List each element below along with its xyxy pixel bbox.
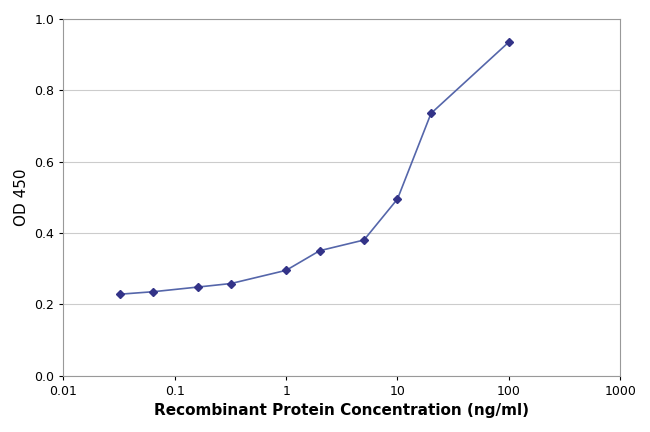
- X-axis label: Recombinant Protein Concentration (ng/ml): Recombinant Protein Concentration (ng/ml…: [154, 403, 529, 418]
- Y-axis label: OD 450: OD 450: [14, 168, 29, 226]
